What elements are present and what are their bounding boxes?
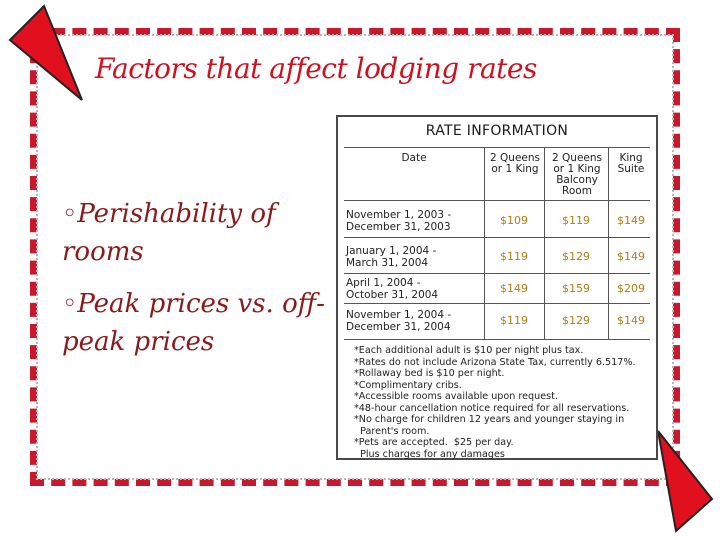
price-cell: $209: [617, 282, 645, 295]
table-divider: [344, 237, 650, 238]
note-line: *Rollaway bed is $10 per night.: [354, 368, 505, 379]
price-cell: $129: [562, 250, 590, 263]
price-cell: $119: [500, 314, 528, 327]
bullet-text: Perishability of rooms: [62, 199, 276, 267]
table-divider: [608, 147, 609, 339]
table-row-date: April 1, 2004 - October 31, 2004: [346, 277, 438, 301]
note-line: Plus charges for any damages: [354, 448, 505, 460]
note-line: *Pets are accepted. $25 per day.: [354, 437, 514, 448]
date-start: April 1, 2004 -: [346, 277, 421, 289]
table-divider: [344, 147, 650, 148]
table-row-date: November 1, 2004 - December 31, 2004: [346, 309, 451, 333]
decorative-border-inner: [36, 34, 674, 480]
price-cell: $149: [617, 314, 645, 327]
table-row-date: November 1, 2003 - December 31, 2003: [346, 209, 451, 233]
note-line: *Complimentary cribs.: [354, 379, 462, 391]
date-start: January 1, 2004 -: [346, 245, 437, 257]
note-line: *No charge for children 12 years and you…: [354, 414, 625, 425]
price-cell: $159: [562, 282, 590, 295]
column-header-king-suite: King Suite: [617, 152, 645, 175]
slide-title: Factors that affect lodging rates: [95, 52, 537, 85]
corner-triangle-top-left-icon: [8, 4, 83, 101]
decorative-border: [30, 28, 680, 486]
note-line: *Accessible rooms available upon request…: [354, 391, 558, 402]
price-cell: $109: [500, 214, 528, 227]
note-line: *48-hour cancellation notice required fo…: [354, 402, 630, 414]
bullet-item: ◦Perishability of rooms: [62, 195, 332, 271]
column-header-2-queens: 2 Queens or 1 King: [490, 152, 540, 175]
price-cell: $129: [562, 314, 590, 327]
table-divider: [344, 200, 650, 201]
table-divider: [344, 303, 650, 304]
table-divider: [344, 339, 650, 340]
price-cell: $149: [500, 282, 528, 295]
corner-triangle-bottom-right-icon: [657, 430, 714, 533]
date-start: November 1, 2004 -: [346, 309, 452, 321]
bullet-text: Peak prices vs. off-peak prices: [62, 289, 325, 357]
date-end: October 31, 2004: [346, 289, 439, 301]
bullet-list: ◦Perishability of rooms ◦Peak prices vs.…: [62, 195, 332, 375]
price-cell: $149: [617, 214, 645, 227]
note-line: *Each additional adult is $10 per night …: [354, 345, 584, 356]
column-header-date: Date: [401, 152, 427, 164]
date-end: December 31, 2003: [346, 221, 451, 233]
table-divider: [344, 273, 650, 274]
note-line: *Rates do not include Arizona State Tax,…: [354, 356, 636, 368]
table-row-date: January 1, 2004 - March 31, 2004: [346, 245, 436, 269]
rate-card-title: RATE INFORMATION: [425, 123, 569, 139]
bullet-item: ◦Peak prices vs. off-peak prices: [62, 285, 332, 361]
date-start: November 1, 2003 -: [346, 209, 452, 221]
date-end: December 31, 2004: [346, 321, 451, 333]
rate-information-card: RATE INFORMATION Date 2 Queens or 1 King…: [336, 115, 658, 460]
note-line: Parent's room.: [354, 425, 430, 437]
column-header-balcony: 2 Queens or 1 King Balcony Room: [552, 152, 602, 197]
bullet-marker: ◦: [62, 199, 78, 229]
price-cell: $119: [562, 214, 590, 227]
table-divider: [484, 147, 485, 339]
bullet-marker: ◦: [62, 289, 78, 319]
date-end: March 31, 2004: [346, 257, 429, 269]
price-cell: $119: [500, 250, 528, 263]
table-divider: [544, 147, 545, 339]
rate-notes: *Each additional adult is $10 per night …: [354, 345, 636, 460]
price-cell: $149: [617, 250, 645, 263]
